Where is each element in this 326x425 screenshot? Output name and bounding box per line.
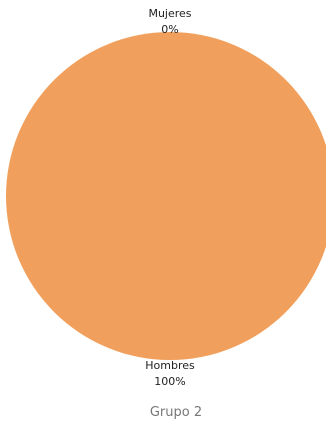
slice-label-mujeres: Mujeres 0% [148, 7, 191, 36]
slice-label-hombres-value: 100% [154, 375, 185, 388]
chart-title: Grupo 2 [150, 405, 202, 420]
slice-label-mujeres-name: Mujeres [148, 7, 191, 20]
slice-label-hombres-name: Hombres [145, 359, 195, 372]
slice-label-hombres: Hombres 100% [145, 359, 195, 388]
slice-label-mujeres-value: 0% [161, 23, 178, 36]
pie-slice-hombres [6, 32, 326, 360]
pie-slices [6, 32, 326, 360]
